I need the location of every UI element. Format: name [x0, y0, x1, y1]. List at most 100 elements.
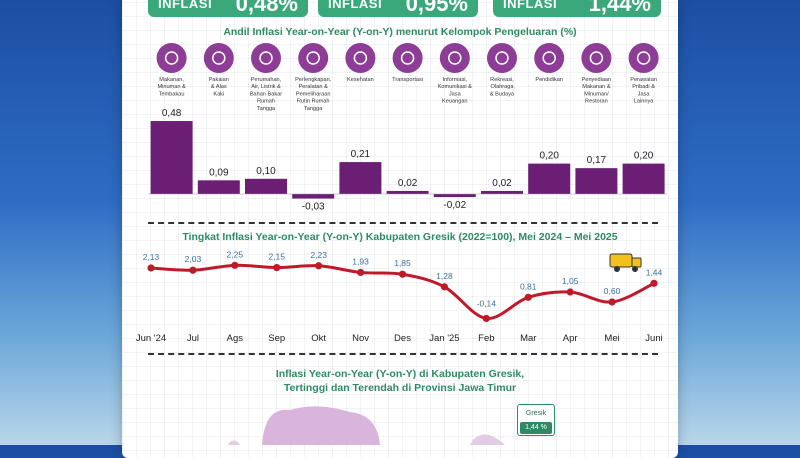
category-label: Bahan Bakar [250, 91, 282, 97]
badge-label: INFLASI [158, 0, 213, 11]
recreation-icon-glyph [495, 51, 509, 65]
data-point [231, 261, 239, 269]
line-value-label: 1,28 [436, 271, 453, 281]
inflation-badge-3: INFLASI 1,44% [493, 0, 661, 17]
category-label: Pribadi & [632, 84, 655, 90]
bar [575, 168, 618, 194]
line-value-label: 1,93 [352, 256, 369, 266]
x-tick-label: Nov [352, 333, 369, 344]
category-label: Minuman/ [584, 91, 609, 97]
education-icon-glyph [542, 51, 556, 65]
personal-care-icon-glyph [636, 51, 651, 65]
category-label: Perumahan, [251, 77, 282, 83]
bar-value-label: -0,02 [443, 200, 466, 211]
chart-canvas: Makanan,Minuman &Tembakau 0,48 Pakaian& Al… [136, 43, 668, 445]
map-tooltip-gresik: Gresik 1,44 % [517, 404, 555, 436]
line-value-label: 1,05 [562, 276, 579, 286]
category-label: Peralatan & [299, 84, 328, 90]
bar [339, 162, 382, 194]
data-point [398, 270, 407, 278]
bar-value-label: 0,20 [539, 151, 559, 162]
line-value-label: 2,03 [185, 254, 202, 264]
divider [148, 222, 658, 224]
bar [386, 190, 429, 194]
health-icon-glyph [353, 51, 368, 65]
badge-label: INFLASI [328, 0, 383, 11]
data-point [440, 283, 449, 291]
communication-icon [439, 43, 470, 73]
category-label: Rutin Rumah [297, 99, 330, 105]
data-point [608, 298, 616, 306]
line-value-label: 2,15 [268, 252, 285, 262]
category-label: Air, Listrik & [251, 84, 281, 90]
restaurant-icon [581, 43, 612, 73]
bar-value-label: 0,10 [256, 166, 276, 177]
category-label: Transportasi [392, 77, 423, 83]
badge-value: 0,48% [235, 0, 298, 16]
bar-value-label: 0,09 [209, 167, 229, 178]
plane-icon-glyph [400, 51, 415, 65]
category-label: Rumah [257, 99, 275, 105]
house-icon [251, 43, 281, 73]
education-icon [534, 43, 565, 73]
bar-chart: Makanan,Minuman &Tembakau 0,48 Pakaian& Al… [148, 43, 668, 213]
category-label: Pemeliharaan [296, 91, 331, 97]
map-tooltip-value: 1,44 % [520, 422, 552, 434]
category-label: Restoran [585, 99, 608, 105]
food-icon-glyph [164, 51, 179, 65]
bar [622, 163, 665, 194]
category-label: Tangga [304, 106, 323, 112]
x-tick-label: Jan '25 [429, 333, 459, 344]
x-tick-label: Des [394, 333, 411, 344]
category-label: Kaki [213, 91, 224, 97]
map-title-line1: Inflasi Year-on-Year (Y-on-Y) di Kabupat… [275, 368, 525, 380]
data-point [147, 264, 155, 272]
recreation-icon [487, 43, 517, 73]
map-tooltip-name: Gresik [525, 410, 547, 417]
tools-icon-glyph [306, 51, 320, 65]
line-value-label: 2,13 [143, 252, 160, 262]
communication-icon-glyph [448, 51, 462, 65]
category-label: Komunikasi & [438, 84, 472, 90]
category-label: Makanan & [582, 84, 611, 90]
data-point [566, 288, 574, 296]
bar [481, 190, 523, 194]
category-label: Pakaian [209, 77, 229, 83]
bar [150, 121, 193, 194]
line-value-label: -0,14 [477, 298, 497, 308]
bar [292, 194, 335, 199]
bar-value-label: 0,20 [634, 151, 654, 162]
category-label: Tangga [257, 106, 276, 112]
category-label: & Budaya [490, 91, 515, 97]
x-tick-label: Okt [311, 333, 326, 344]
food-icon [156, 43, 187, 73]
x-tick-label: Jun '24 [136, 333, 166, 344]
data-point [315, 262, 323, 270]
category-label: Informasi, [443, 77, 468, 83]
badge-value: 1,44% [588, 0, 651, 16]
x-tick-label: Mar [520, 333, 536, 344]
bar [245, 178, 287, 194]
data-point [189, 266, 197, 274]
data-point [524, 293, 532, 301]
bar-value-label: 0,17 [587, 155, 607, 166]
x-tick-label: Feb [478, 333, 494, 344]
line-value-label: 0,60 [604, 286, 621, 296]
line-value-label: 2,25 [227, 249, 244, 259]
house-icon-glyph [259, 51, 273, 65]
bar [197, 180, 240, 194]
bar-value-label: 0,48 [162, 108, 182, 119]
shirt-icon-glyph [212, 51, 226, 65]
x-tick-label: Sep [268, 333, 285, 344]
line-value-label: 1,85 [394, 258, 411, 268]
x-tick-label: Juni [645, 333, 662, 344]
badge-value: 0,95% [405, 0, 468, 16]
category-label: Olahraga [490, 84, 514, 90]
shirt-icon [203, 43, 234, 73]
category-label: Rekreasi, [490, 77, 514, 83]
x-tick-label: Jul [187, 333, 199, 344]
truck-icon [609, 253, 642, 272]
inflation-badge-1: INFLASI 0,48% [148, 0, 308, 17]
line-chart: 2,13 Jun '24 2,03 Jul 2,25 Ags 2,15 Sep 2,23 Okt 1… [136, 249, 663, 344]
badge-label: INFLASI [503, 0, 558, 11]
